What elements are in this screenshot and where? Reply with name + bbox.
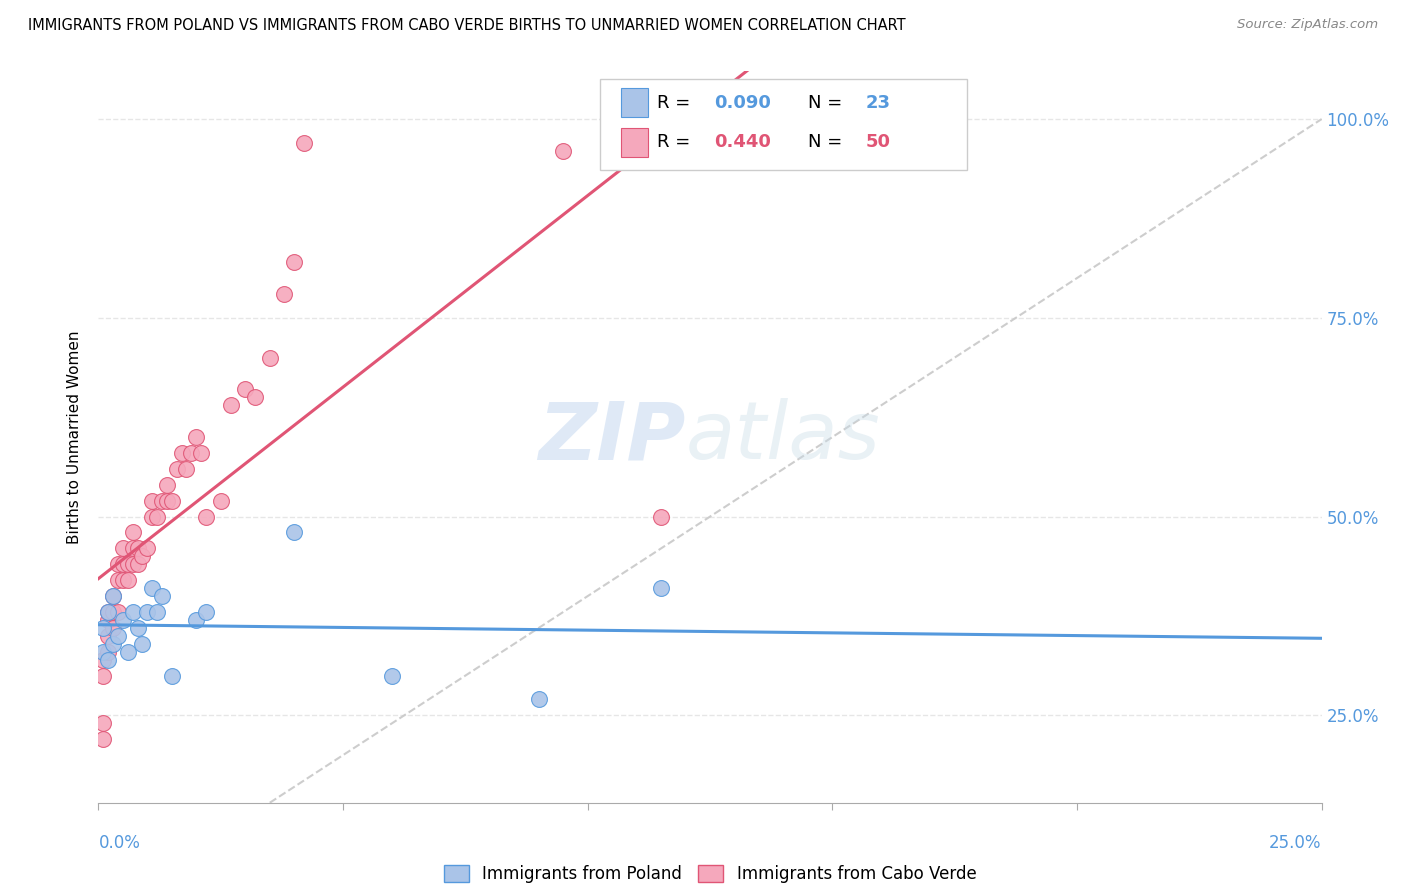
Point: [292, 136, 315, 150]
Point: [91, 668, 114, 682]
Point: [150, 589, 173, 603]
Legend: Immigrants from Poland, Immigrants from Cabo Verde: Immigrants from Poland, Immigrants from …: [437, 858, 983, 889]
Point: [186, 430, 208, 444]
Text: Source: ZipAtlas.com: Source: ZipAtlas.com: [1237, 18, 1378, 31]
Point: [195, 509, 218, 524]
Point: [131, 637, 153, 651]
Point: [121, 541, 143, 556]
Text: R =: R =: [658, 94, 696, 112]
Point: [650, 581, 672, 595]
Point: [209, 493, 232, 508]
Point: [381, 668, 404, 682]
FancyBboxPatch shape: [600, 78, 967, 170]
Point: [150, 493, 173, 508]
Text: 0.0%: 0.0%: [98, 834, 141, 852]
Point: [111, 558, 134, 572]
Text: 25.0%: 25.0%: [1270, 834, 1322, 852]
Point: [107, 573, 129, 587]
Point: [190, 446, 212, 460]
Point: [160, 493, 183, 508]
Point: [166, 462, 188, 476]
Point: [127, 541, 149, 556]
Text: 23: 23: [865, 94, 890, 112]
Point: [156, 477, 179, 491]
Point: [283, 525, 305, 540]
Point: [283, 255, 305, 269]
Point: [111, 613, 134, 627]
Point: [101, 589, 124, 603]
Text: 0.090: 0.090: [714, 94, 770, 112]
Point: [91, 716, 114, 731]
Point: [146, 509, 169, 524]
Point: [91, 732, 114, 747]
Text: 0.440: 0.440: [714, 133, 770, 152]
Bar: [620, 128, 648, 157]
Point: [131, 549, 153, 564]
Point: [117, 645, 139, 659]
Point: [97, 605, 120, 619]
Point: [91, 645, 114, 659]
Point: [141, 493, 163, 508]
Text: R =: R =: [658, 133, 696, 152]
Point: [233, 383, 256, 397]
Point: [101, 589, 124, 603]
Text: N =: N =: [808, 133, 848, 152]
Point: [195, 605, 218, 619]
Point: [219, 398, 242, 412]
Point: [91, 653, 114, 667]
Point: [117, 558, 139, 572]
Point: [107, 605, 129, 619]
Text: N =: N =: [808, 94, 848, 112]
Point: [91, 621, 114, 635]
Point: [127, 558, 149, 572]
Point: [136, 541, 159, 556]
Point: [243, 390, 266, 404]
Y-axis label: Births to Unmarried Women: Births to Unmarried Women: [67, 330, 83, 544]
Point: [101, 621, 124, 635]
Point: [156, 493, 179, 508]
Point: [136, 605, 159, 619]
Point: [176, 462, 198, 476]
Point: [170, 446, 193, 460]
Point: [111, 541, 134, 556]
Bar: [620, 88, 648, 118]
Point: [141, 509, 163, 524]
Point: [259, 351, 281, 365]
Text: ZIP: ZIP: [538, 398, 686, 476]
Point: [180, 446, 202, 460]
Point: [121, 525, 143, 540]
Point: [160, 668, 183, 682]
Point: [127, 621, 149, 635]
Point: [97, 653, 120, 667]
Point: [117, 573, 139, 587]
Point: [111, 573, 134, 587]
Point: [101, 605, 124, 619]
Point: [146, 605, 169, 619]
Point: [107, 629, 129, 643]
Point: [101, 637, 124, 651]
Point: [97, 613, 120, 627]
Point: [97, 629, 120, 643]
Point: [107, 558, 129, 572]
Text: 50: 50: [865, 133, 890, 152]
Text: IMMIGRANTS FROM POLAND VS IMMIGRANTS FROM CABO VERDE BIRTHS TO UNMARRIED WOMEN C: IMMIGRANTS FROM POLAND VS IMMIGRANTS FRO…: [28, 18, 905, 33]
Point: [97, 605, 120, 619]
Point: [186, 613, 208, 627]
Point: [650, 509, 672, 524]
Point: [273, 287, 295, 301]
Text: atlas: atlas: [686, 398, 880, 476]
Point: [527, 692, 550, 706]
Point: [141, 581, 163, 595]
Point: [97, 645, 120, 659]
Point: [121, 605, 143, 619]
Point: [121, 558, 143, 572]
Point: [553, 144, 575, 158]
